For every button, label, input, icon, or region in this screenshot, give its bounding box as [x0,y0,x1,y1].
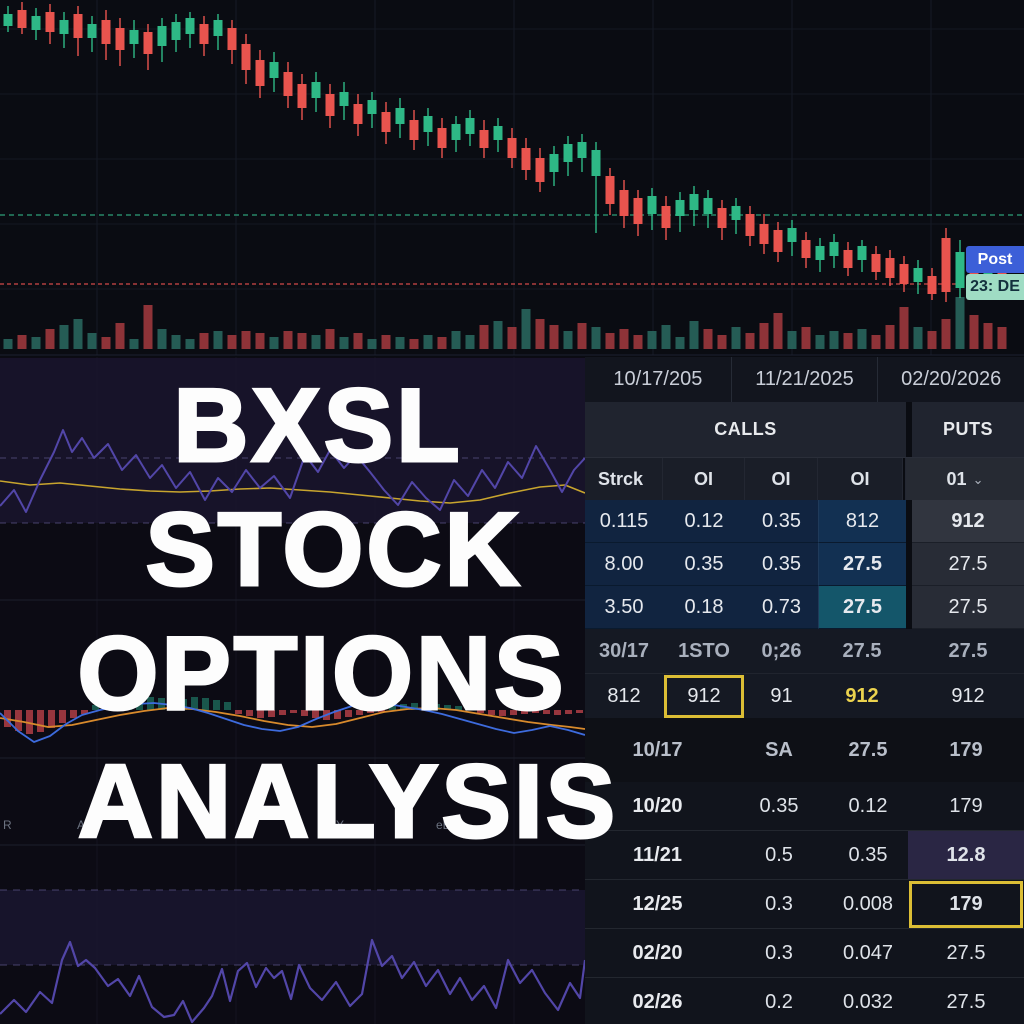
value-cell[interactable]: 0.3 [730,929,828,978]
options-cell[interactable]: 912 [912,674,1024,719]
options-cell[interactable]: 0.115 [585,500,663,543]
value-cell[interactable]: 0.5 [730,831,828,880]
column-header-oi-1: OI [663,458,745,501]
date-row: 11/21 0.5 0.35 12.8 [585,831,1024,880]
value-cell[interactable]: 0.35 [730,782,828,831]
calls-header: CALLS [585,402,906,457]
options-cell[interactable]: 30/17 [585,629,663,674]
pane-label: R [3,818,12,832]
value-cell[interactable]: 27.5 [908,929,1024,978]
options-cell[interactable]: 3.50 [585,586,663,629]
pane-label: ITIY [322,818,345,832]
options-cell[interactable]: 912 [663,674,745,719]
options-cell[interactable]: 0.35 [745,543,818,586]
value-cell[interactable]: 0.032 [828,978,908,1024]
options-row: 8.00 0.35 0.35 27.5 27.5 [585,543,1024,586]
options-cell[interactable]: 27.5 [912,543,1024,586]
options-cell[interactable]: 0.35 [745,500,818,543]
separator-band-row: 10/17 SA 27.5 179 [585,718,1024,782]
tab-expiration-2[interactable]: 11/21/2025 [732,357,879,402]
date-cell[interactable]: 11/21 [585,831,730,880]
candlestick-chart [0,0,1024,357]
column-header-gap [903,458,906,501]
options-cell[interactable]: 0;26 [745,629,818,674]
date-cell[interactable]: 02/26 [585,978,730,1024]
header-gap [906,402,912,457]
date-cell[interactable]: 02/20 [585,929,730,978]
options-row: 30/17 1STO 0;26 27.5 27.5 [585,629,1024,674]
options-row: 3.50 0.18 0.73 27.5 27.5 [585,586,1024,629]
tab-expiration-3[interactable]: 02/20/2026 [901,368,1002,390]
column-gap [906,629,912,674]
options-cell[interactable]: 912 [818,674,906,719]
options-row: 0.115 0.12 0.35 812 912 [585,500,1024,543]
column-header-row: Strck OI OI OI 01 ⌄ [585,457,1024,501]
pane-label: eB [436,818,451,832]
value-cell[interactable]: 0.3 [730,880,828,929]
date-cell[interactable]: 10/20 [585,782,730,831]
value-cell[interactable]: 0.35 [828,831,908,880]
value-cell[interactable]: 12.8 [908,831,1024,880]
options-cell[interactable]: 0.35 [663,543,745,586]
band-row-cell: 27.5 [848,738,888,761]
value-cell[interactable]: 179 [908,782,1024,831]
title-line-stock: STOCK [144,492,523,608]
value-cell[interactable]: 179 [908,880,1024,929]
options-cell[interactable]: 912 [912,500,1024,543]
band-row-cell: SA [765,738,793,761]
pane-label: n [212,820,219,834]
options-cell[interactable]: 27.5 [818,586,906,629]
column-gap [906,586,912,629]
options-cell[interactable]: 0.12 [663,500,745,543]
title-line-analysis: ANALYSIS [76,744,619,860]
options-cell[interactable]: 27.5 [912,629,1024,674]
date-rows: 10/20 0.35 0.12 179 11/21 0.5 0.35 12.8 12/25 0.3… [585,782,1024,1024]
date-row: 10/20 0.35 0.12 179 [585,782,1024,831]
title-line-options: OPTIONS [76,616,567,732]
puts-header: PUTS [912,402,1024,457]
band-row-cell: 10/17 [632,738,683,761]
options-cell[interactable]: 812 [585,674,663,719]
options-cell[interactable]: 27.5 [818,543,906,586]
column-gap [906,500,912,543]
date-cell[interactable]: 12/25 [585,880,730,929]
options-cell[interactable]: 812 [818,500,906,543]
title-line-ticker: BXSL [172,368,463,484]
options-cell[interactable]: 27.5 [818,629,906,674]
options-cell[interactable]: 0.18 [663,586,745,629]
session-countdown-label: 23: DE [970,278,1020,295]
options-row: 812 912 91 912 912 [585,674,1024,719]
calls-puts-header: CALLS PUTS [585,402,1024,457]
value-cell[interactable]: 0.047 [828,929,908,978]
value-cell[interactable]: 27.5 [908,978,1024,1024]
column-header-oi-2: OI [745,458,818,501]
column-header-oi-sort[interactable]: 01 ⌄ [906,458,1024,501]
options-cell[interactable]: 27.5 [912,586,1024,629]
post-market-badge: Post [966,246,1024,273]
pane-label: A [77,818,86,832]
date-row: 02/26 0.2 0.032 27.5 [585,978,1024,1024]
session-countdown-badge: 23: DE [966,274,1024,300]
indicator-panels [0,357,585,1024]
date-row: 02/20 0.3 0.047 27.5 [585,929,1024,978]
post-market-label: Post [977,250,1013,268]
value-cell[interactable]: 0.12 [828,782,908,831]
column-header-oi-3: OI [818,458,903,501]
options-cell[interactable]: 91 [745,674,818,719]
value-cell[interactable]: 0.008 [828,880,908,929]
column-gap [906,543,912,586]
date-row: 12/25 0.3 0.008 179 [585,880,1024,929]
options-cell[interactable]: 8.00 [585,543,663,586]
sort-column-label: 01 [946,469,967,489]
options-cell[interactable]: 1STO [663,629,745,674]
options-grid-rows: 0.115 0.12 0.35 812 912 8.00 0.35 0.35 27.5 27.5 3… [585,500,1024,719]
tab-expiration-1[interactable]: 10/17/205 [585,357,732,402]
band-row-cell: 179 [949,738,983,761]
expiration-tabs: 10/17/205 11/21/2025 02/20/2026 [585,357,1024,402]
column-header-strike: Strck [585,458,663,501]
options-cell[interactable]: 0.73 [745,586,818,629]
chevron-down-icon: ⌄ [972,471,984,487]
value-cell[interactable]: 0.2 [730,978,828,1024]
